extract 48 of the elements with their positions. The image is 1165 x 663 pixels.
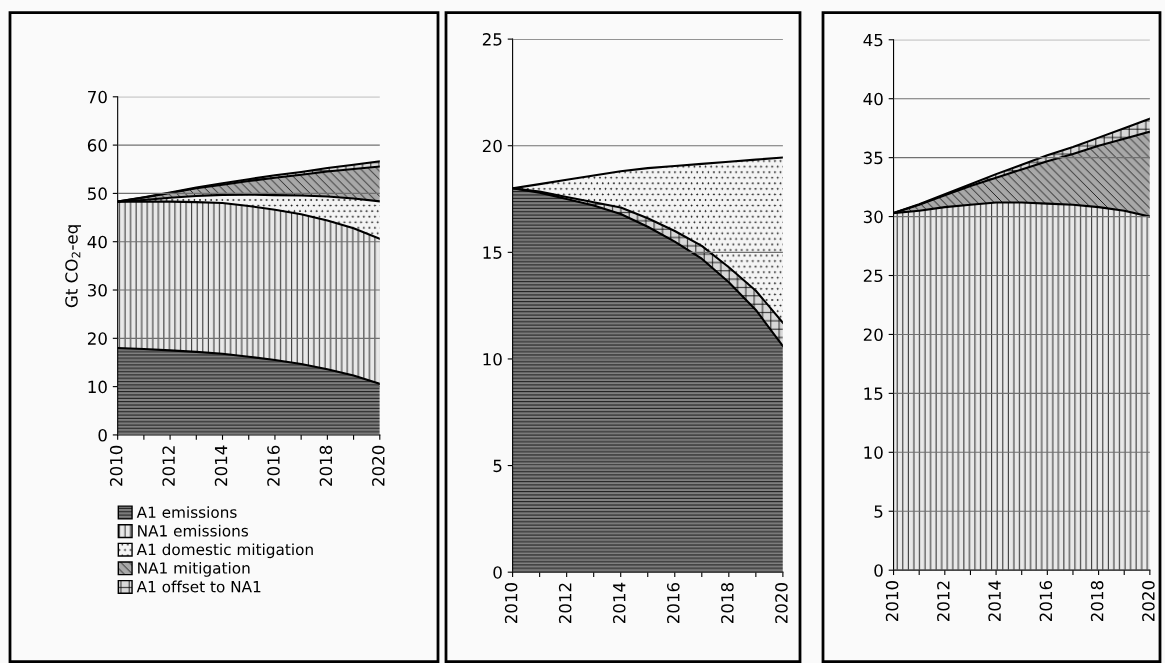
y-tick-label: 60 xyxy=(87,139,107,152)
x-tick-label: 2012 xyxy=(937,581,950,622)
legend-label: A1 domestic mitigation xyxy=(136,543,313,559)
y-tick-label: 40 xyxy=(863,92,883,106)
legend-label: NA1 emissions xyxy=(138,524,249,537)
y-tick-label: 5 xyxy=(874,505,883,518)
y-tick-label: 50 xyxy=(88,187,107,200)
x-tick-label: 2012 xyxy=(162,446,175,486)
x-tick-label: 2016 xyxy=(667,582,680,624)
x-tick-label: 2010 xyxy=(885,581,899,622)
y-tick-label: 20 xyxy=(87,332,107,345)
y-tick-label: 15 xyxy=(864,387,883,400)
x-tick-label: 2018 xyxy=(721,583,734,624)
x-tick-label: 2018 xyxy=(319,445,333,486)
y-tick-label: 25 xyxy=(482,33,502,46)
y-tick-label: 70 xyxy=(88,90,107,104)
y-tick-label: 20 xyxy=(863,328,883,342)
y-tick-label: 25 xyxy=(863,269,883,283)
x-tick-label: 2014 xyxy=(612,582,626,624)
y-tick-label: 10 xyxy=(483,352,502,366)
y-tick-label: 0 xyxy=(98,428,107,442)
y-tick-label: 30 xyxy=(88,283,107,297)
y-tick-label: 40 xyxy=(87,235,107,249)
x-tick-label: 2016 xyxy=(267,445,280,486)
y-tick-label: 15 xyxy=(483,246,502,259)
x-tick-label: 2020 xyxy=(372,445,385,486)
legend-label: A1 offset to NA1 xyxy=(136,580,261,593)
x-tick-label: 2020 xyxy=(775,583,788,624)
x-tick-label: 2010 xyxy=(109,445,123,486)
legend-label: A1 emissions xyxy=(136,506,237,518)
x-tick-label: 2014 xyxy=(988,580,1001,622)
y-tick-label: 35 xyxy=(863,151,883,165)
x-tick-label: 2014 xyxy=(214,445,228,486)
legend-label: NA1 mitigation xyxy=(138,561,250,577)
y-tick-label: 5 xyxy=(493,459,502,473)
x-tick-label: 2020 xyxy=(1142,581,1155,622)
y-tick-label: 10 xyxy=(864,446,883,459)
x-tick-label: 2018 xyxy=(1090,581,1104,622)
y-tick-label: 20 xyxy=(482,139,502,153)
x-tick-label: 2010 xyxy=(504,583,518,624)
y-axis-title: Gt CO$_{2}$-eq xyxy=(65,225,82,308)
y-tick-label: 0 xyxy=(493,566,502,579)
y-tick-label: 0 xyxy=(874,564,883,577)
y-tick-label: 45 xyxy=(863,33,883,47)
x-tick-label: 2016 xyxy=(1039,580,1053,622)
y-tick-label: 30 xyxy=(863,210,883,224)
x-tick-label: 2012 xyxy=(558,583,572,624)
y-tick-label: 10 xyxy=(88,380,107,394)
